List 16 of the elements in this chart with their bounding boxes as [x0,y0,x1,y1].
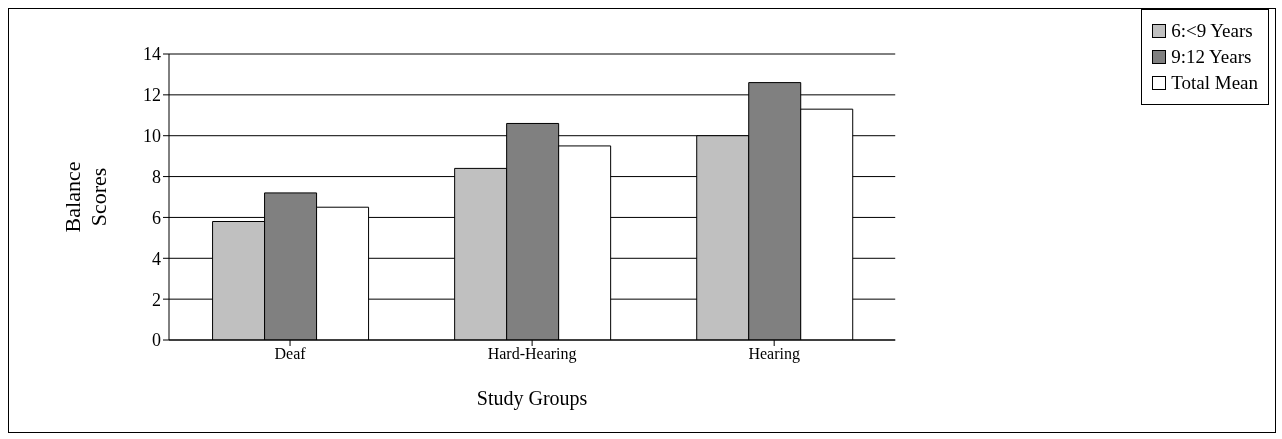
y-tick-label: 8 [152,166,161,187]
legend-label: Total Mean [1171,72,1258,94]
y-tick-label: 4 [152,248,161,269]
x-tick-label: Hearing [748,345,800,364]
y-tick-label: 6 [152,207,161,228]
x-tick-label: Deaf [274,345,307,363]
legend-label: 9:12 Years [1171,46,1252,68]
y-axis-title: Balance Scores [60,161,111,233]
y-tick-label: 2 [152,289,161,310]
legend-label: 6:<9 Years [1171,20,1253,42]
y-tick-label: 12 [143,85,161,106]
y-tick-label: 14 [143,44,161,65]
y-tick-label: 10 [143,126,161,147]
x-axis-title: Study Groups [476,387,588,410]
x-tick-label: Hard-Hearing [487,345,577,364]
y-tick-label: 0 [152,330,161,351]
